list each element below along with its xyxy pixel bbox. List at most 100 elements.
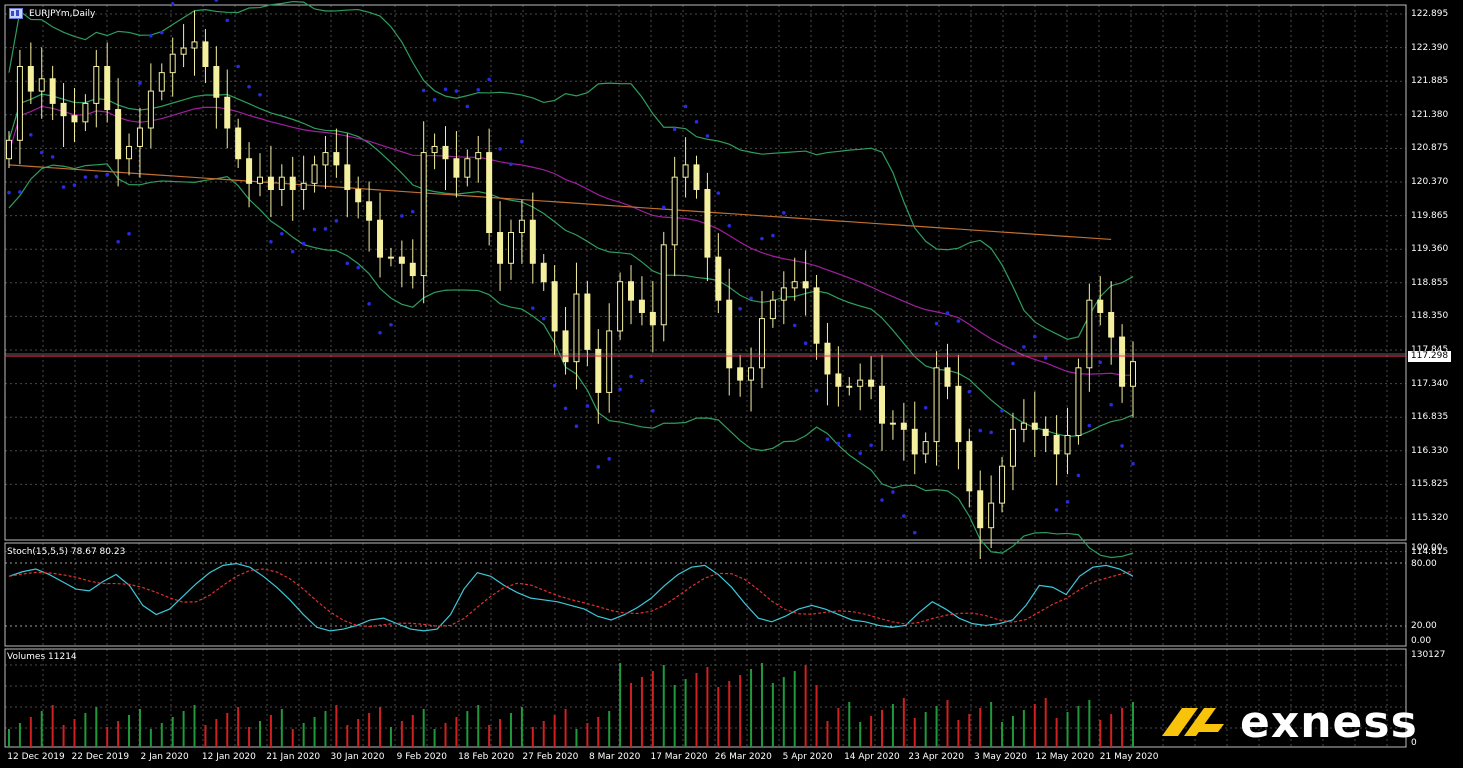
price-label: 120.370 <box>1411 177 1449 187</box>
candle-body <box>824 342 831 375</box>
candle-body <box>1053 434 1060 455</box>
candle-body <box>267 176 274 190</box>
stoch-axis-0: 0.00 <box>1411 636 1432 646</box>
candle-body <box>704 188 711 258</box>
candle-body <box>1108 311 1115 338</box>
sar-dot <box>29 132 33 137</box>
candle-body <box>333 152 340 166</box>
candle-body <box>431 145 438 154</box>
sar-dot <box>705 134 710 138</box>
parabolic-sar <box>7 0 1135 535</box>
sar-dot <box>661 205 666 210</box>
candle-body <box>278 176 285 190</box>
chart-title: EURJPYm,Daily <box>29 9 96 19</box>
candle-body <box>442 145 449 160</box>
price-label: 116.835 <box>1411 412 1449 423</box>
date-label: 8 Mar 2020 <box>589 752 641 762</box>
price-label: 118.350 <box>1411 311 1449 322</box>
upper-band <box>8 0 1134 340</box>
sar-dot <box>498 147 502 151</box>
candle-body <box>497 232 504 264</box>
exness-wordmark: exness <box>1240 696 1418 748</box>
sar-dot <box>651 409 655 413</box>
sar-dot <box>1065 500 1070 504</box>
sar-dot <box>149 33 153 38</box>
bid-line <box>5 353 1406 357</box>
date-label: 21 Jan 2020 <box>266 752 321 762</box>
candle-body <box>1086 299 1093 369</box>
sar-dot <box>312 227 317 232</box>
sar-dot <box>585 404 590 408</box>
panel-frame <box>4 648 1407 748</box>
sar-dot <box>301 241 306 246</box>
candle-body <box>169 53 176 74</box>
date-label: 14 Apr 2020 <box>844 752 900 762</box>
candle-body <box>758 318 765 369</box>
candle-body <box>988 502 995 529</box>
sar-dot <box>443 87 448 92</box>
sar-dot <box>618 387 622 392</box>
candle-body <box>213 65 220 98</box>
candle-body <box>649 311 656 326</box>
ma-100 <box>8 164 1112 241</box>
sar-dot <box>410 209 415 214</box>
candle-body <box>737 367 744 381</box>
candle-body <box>289 176 296 190</box>
chart-window-icon[interactable] <box>9 8 23 19</box>
candle-body <box>671 176 678 246</box>
price-label: 122.390 <box>1411 42 1449 53</box>
sar-dot <box>1000 409 1004 413</box>
sar-dot <box>923 405 928 410</box>
candle-body <box>82 102 89 123</box>
stoch-main-line <box>8 562 1134 632</box>
candle-body <box>769 299 776 320</box>
candle-body <box>158 72 165 92</box>
candle-body <box>551 281 558 332</box>
sar-dot <box>792 323 797 328</box>
sar-dot <box>378 330 382 335</box>
volume-axis-top: 130127 <box>1411 650 1446 660</box>
sar-dot <box>454 89 459 93</box>
candle-body <box>944 367 951 387</box>
sar-dot <box>18 190 22 194</box>
candle-body <box>628 281 635 301</box>
moving-averages <box>8 105 1134 376</box>
sar-dot <box>1054 508 1059 512</box>
sar-dot <box>334 219 339 223</box>
panel-frame <box>4 542 1407 647</box>
candle-body <box>27 65 34 92</box>
price-label: 122.895 <box>1411 9 1449 19</box>
sar-dot <box>738 306 742 311</box>
candle-body <box>322 152 329 166</box>
candle-body <box>900 422 907 430</box>
sar-dot <box>290 249 295 254</box>
price-label: 121.380 <box>1411 109 1449 120</box>
date-label: 26 Mar 2020 <box>714 752 772 762</box>
sar-dot <box>476 88 481 92</box>
price-label: 115.320 <box>1411 513 1449 523</box>
candle-body <box>638 299 645 313</box>
sar-dot <box>956 319 961 323</box>
panel-frames <box>4 4 1407 748</box>
sar-dot <box>236 64 240 69</box>
sar-dot <box>94 174 99 179</box>
sar-dot <box>912 530 917 535</box>
sar-dot <box>1043 356 1048 360</box>
candle-body <box>780 287 787 301</box>
candle-body <box>104 65 111 111</box>
candle-body <box>835 373 842 387</box>
candle-body <box>573 293 580 363</box>
stoch-signal-line <box>8 568 1134 628</box>
candle-body <box>38 78 45 92</box>
sar-dot <box>836 441 841 446</box>
candle-body <box>387 256 394 259</box>
candle-body <box>71 115 78 123</box>
date-label: 23 Apr 2020 <box>908 752 965 762</box>
sar-dot <box>159 30 164 35</box>
sar-dot <box>727 223 732 228</box>
price-label: 115.825 <box>1411 479 1449 490</box>
sar-dot <box>170 1 175 6</box>
candle-body <box>300 182 307 190</box>
candle-body <box>355 188 362 203</box>
